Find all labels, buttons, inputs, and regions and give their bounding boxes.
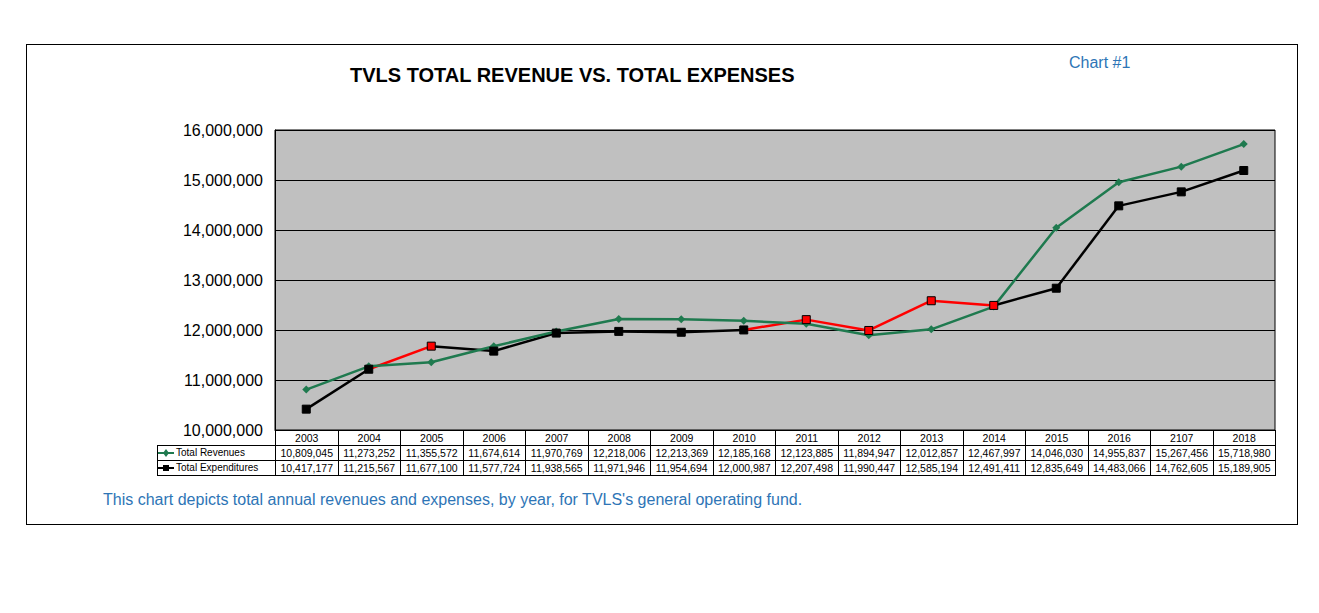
svg-text:16,000,000: 16,000,000 <box>183 122 263 139</box>
html-text:12,218,006: 12,218,006 <box>593 447 646 459</box>
html-text:12,000,987: 12,000,987 <box>718 462 771 474</box>
html-text:11,894,947: 11,894,947 <box>843 447 896 459</box>
html-text:11,971,946: 11,971,946 <box>593 462 646 474</box>
html-text:2013: 2013 <box>920 432 944 444</box>
html-text:11,577,724: 11,577,724 <box>468 462 521 474</box>
html-text:2007: 2007 <box>545 432 569 444</box>
html-text:15,267,456: 15,267,456 <box>1155 447 1208 459</box>
html-text:12,213,369: 12,213,369 <box>655 447 708 459</box>
html-text:11,215,567: 11,215,567 <box>343 462 396 474</box>
svg-text:This chart depicts total annua: This chart depicts total annual revenues… <box>103 491 802 508</box>
html-text:2107: 2107 <box>1170 432 1194 444</box>
html-text:12,185,168: 12,185,168 <box>718 447 771 459</box>
svg-text:10,000,000: 10,000,000 <box>183 422 263 439</box>
html-text:14,762,605: 14,762,605 <box>1155 462 1208 474</box>
html-text:12,467,997: 12,467,997 <box>968 447 1021 459</box>
html-text:11,970,769: 11,970,769 <box>530 447 583 459</box>
svg-text:Chart #1: Chart #1 <box>1069 54 1130 71</box>
html-text:2012: 2012 <box>857 432 881 444</box>
html-text:14,483,066: 14,483,066 <box>1093 462 1146 474</box>
html-text:12,585,194: 12,585,194 <box>905 462 958 474</box>
html-text:12,835,649: 12,835,649 <box>1030 462 1083 474</box>
html-text:11,355,572: 11,355,572 <box>405 447 458 459</box>
html-text:2008: 2008 <box>607 432 631 444</box>
html-text:15,189,905: 15,189,905 <box>1218 462 1271 474</box>
html-text:11,674,614: 11,674,614 <box>468 447 521 459</box>
html-text:2006: 2006 <box>482 432 506 444</box>
html-text:2016: 2016 <box>1107 432 1131 444</box>
svg-text:13,000,000: 13,000,000 <box>183 272 263 289</box>
html-text:15,718,980: 15,718,980 <box>1218 447 1271 459</box>
html-text:2015: 2015 <box>1045 432 1069 444</box>
html-text:12,012,857: 12,012,857 <box>905 447 958 459</box>
html-text:12,491,411: 12,491,411 <box>968 462 1021 474</box>
html-text:11,990,447: 11,990,447 <box>843 462 896 474</box>
html-text:2004: 2004 <box>357 432 381 444</box>
svg-text:TVLS TOTAL REVENUE VS. TOTAL E: TVLS TOTAL REVENUE VS. TOTAL EXPENSES <box>350 64 795 86</box>
svg-text:11,000,000: 11,000,000 <box>184 372 263 389</box>
html-text:14,046,030: 14,046,030 <box>1030 447 1083 459</box>
html-text:2003: 2003 <box>295 432 319 444</box>
html-text:Total Expenditures: Total Expenditures <box>176 462 259 473</box>
svg-text:12,000,000: 12,000,000 <box>183 322 263 339</box>
svg-text:15,000,000: 15,000,000 <box>183 172 263 189</box>
html-text:2009: 2009 <box>670 432 694 444</box>
html-text:2005: 2005 <box>420 432 444 444</box>
html-text:10,417,177: 10,417,177 <box>280 462 333 474</box>
html-text:11,273,252: 11,273,252 <box>343 447 396 459</box>
html-text:14,955,837: 14,955,837 <box>1093 447 1146 459</box>
html-text:11,954,694: 11,954,694 <box>655 462 708 474</box>
html-text:12,123,885: 12,123,885 <box>780 447 833 459</box>
html-text:10,809,045: 10,809,045 <box>280 447 333 459</box>
html-text:11,938,565: 11,938,565 <box>530 462 583 474</box>
html-text:12,207,498: 12,207,498 <box>780 462 833 474</box>
html-text:Total Revenues: Total Revenues <box>176 447 245 458</box>
html-text:2011: 2011 <box>795 432 818 444</box>
svg-text:14,000,000: 14,000,000 <box>183 222 263 239</box>
html-text:2010: 2010 <box>732 432 756 444</box>
html-text:2018: 2018 <box>1232 432 1256 444</box>
html-text:11,677,100: 11,677,100 <box>405 462 458 474</box>
html-text:2014: 2014 <box>982 432 1006 444</box>
